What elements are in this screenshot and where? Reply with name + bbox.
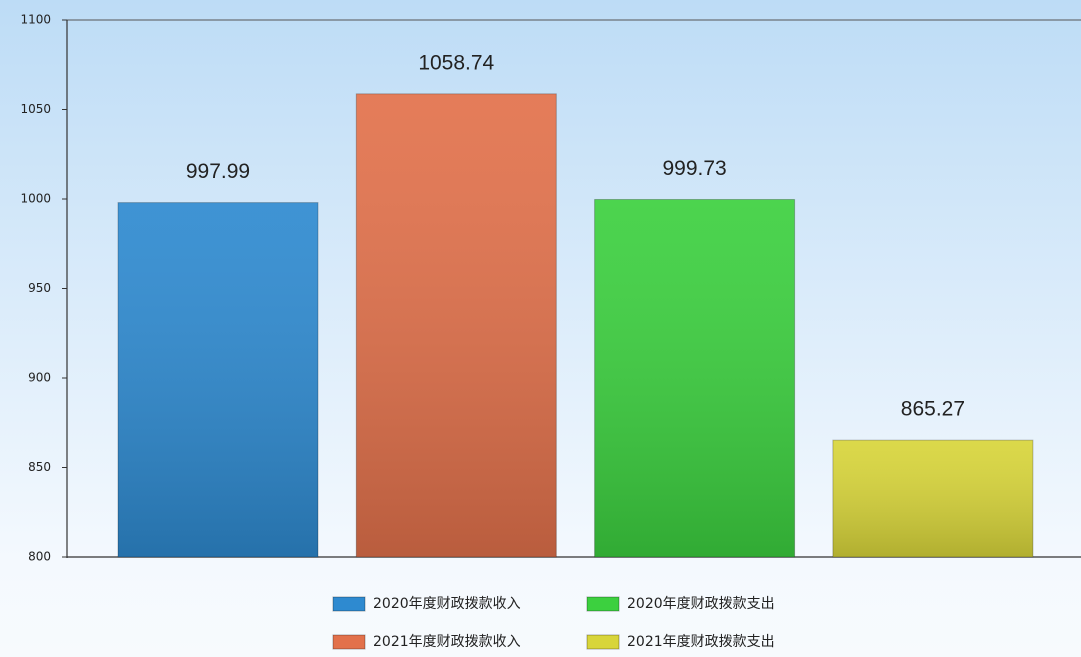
legend-swatch: [332, 634, 366, 650]
y-tick-label: 900: [28, 371, 51, 385]
bar-shade: [356, 93, 557, 557]
bar-shade: [594, 199, 795, 557]
legend-swatch: [332, 596, 366, 612]
value-label: 1058.74: [418, 51, 494, 74]
y-tick-label: 1000: [20, 192, 51, 206]
legend-label: 2020年度财政拨款收入: [373, 596, 521, 612]
value-label: 997.99: [186, 160, 250, 183]
legend-swatch: [586, 634, 620, 650]
legend-swatch: [586, 596, 620, 612]
legend-label: 2021年度财政拨款支出: [627, 634, 775, 650]
legend-label: 2020年度财政拨款支出: [627, 596, 775, 612]
y-tick-label: 1100: [20, 13, 51, 27]
y-tick-label: 950: [28, 281, 51, 295]
value-label: 999.73: [662, 157, 726, 180]
bar-shade: [832, 440, 1033, 557]
y-tick-label: 800: [28, 550, 51, 564]
y-tick-label: 850: [28, 460, 51, 474]
legend-label: 2021年度财政拨款收入: [373, 634, 521, 650]
bar-shade: [118, 202, 318, 557]
y-tick-label: 1050: [20, 102, 51, 116]
value-label: 865.27: [901, 398, 965, 421]
